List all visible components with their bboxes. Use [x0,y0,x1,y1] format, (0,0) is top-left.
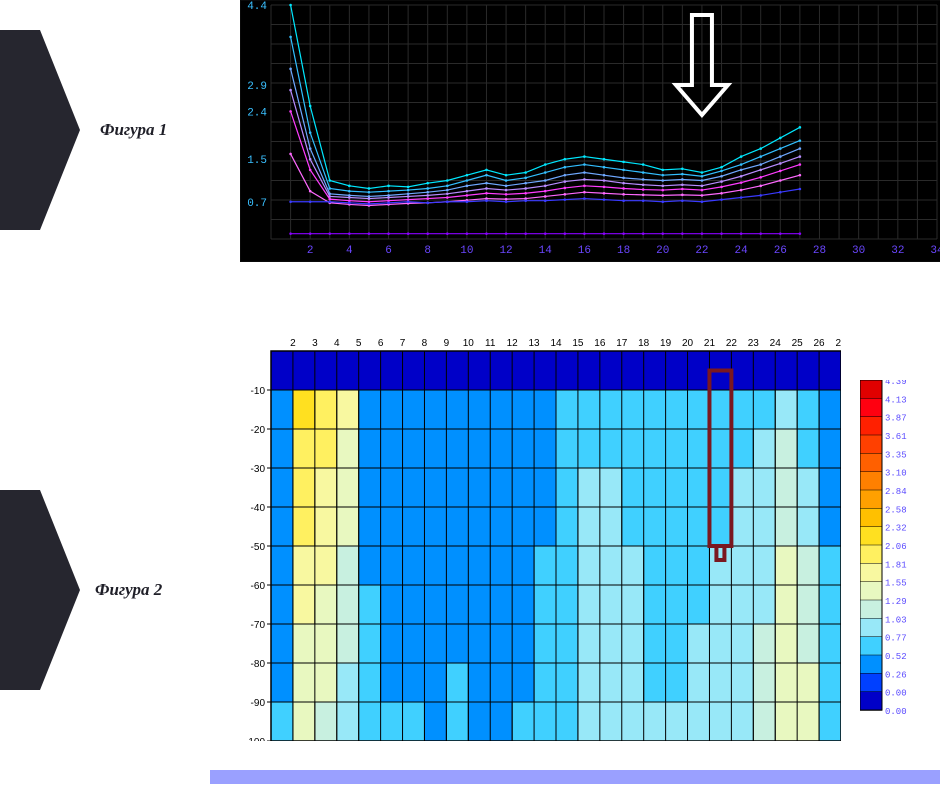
svg-text:13: 13 [529,338,541,349]
svg-text:-70: -70 [251,620,266,631]
footer-noise-strip [210,770,940,784]
svg-text:7: 7 [400,338,406,349]
svg-text:1.81: 1.81 [885,560,907,570]
svg-text:4: 4 [346,245,353,257]
svg-text:-20: -20 [251,425,266,436]
svg-text:18: 18 [638,338,650,349]
svg-text:0.26: 0.26 [885,670,907,680]
svg-text:10: 10 [460,245,473,257]
svg-text:1.29: 1.29 [885,597,907,607]
svg-text:10: 10 [463,338,475,349]
svg-text:3.87: 3.87 [885,414,907,424]
svg-text:14: 14 [539,245,553,257]
svg-text:12: 12 [507,338,519,349]
svg-text:-40: -40 [251,503,266,514]
svg-text:15: 15 [572,338,584,349]
svg-text:2.4: 2.4 [247,107,267,119]
svg-text:-80: -80 [251,659,266,670]
svg-text:2.9: 2.9 [247,81,267,93]
svg-text:1.5: 1.5 [247,155,267,167]
svg-text:34: 34 [930,245,940,257]
svg-text:27: 27 [835,338,842,349]
svg-text:6: 6 [385,245,392,257]
svg-text:4: 4 [334,338,340,349]
svg-text:3.10: 3.10 [885,469,907,479]
svg-text:1.55: 1.55 [885,579,907,589]
svg-text:2: 2 [290,338,296,349]
svg-text:-100: -100 [245,737,265,742]
svg-text:30: 30 [852,245,865,257]
svg-text:20: 20 [682,338,694,349]
svg-text:5: 5 [356,338,362,349]
figure2-label: Фигура 2 [95,580,162,600]
svg-text:-10: -10 [251,386,266,397]
svg-text:0.00: 0.00 [885,689,907,699]
svg-text:22: 22 [726,338,738,349]
figure2-heatmap: 2345678910111213141516171819202122232425… [232,332,842,742]
svg-text:2.06: 2.06 [885,542,907,552]
svg-text:0.00: 0.00 [885,707,907,717]
svg-text:-30: -30 [251,464,266,475]
figure1-line-chart: 2468101214161820222426283032340.71.52.42… [240,0,940,262]
svg-text:2.84: 2.84 [885,487,907,497]
svg-text:16: 16 [578,245,591,257]
svg-text:9: 9 [444,338,450,349]
svg-text:18: 18 [617,245,630,257]
svg-text:24: 24 [735,245,749,257]
svg-text:24: 24 [770,338,782,349]
svg-text:8: 8 [424,245,431,257]
svg-text:28: 28 [813,245,826,257]
svg-text:14: 14 [550,338,562,349]
svg-text:22: 22 [695,245,708,257]
svg-text:6: 6 [378,338,384,349]
svg-text:25: 25 [792,338,804,349]
figure1-label: Фигура 1 [100,120,167,140]
svg-text:21: 21 [704,338,716,349]
svg-text:-60: -60 [251,581,266,592]
svg-text:26: 26 [814,338,826,349]
svg-text:3: 3 [312,338,318,349]
svg-text:3.35: 3.35 [885,450,907,460]
svg-text:4.39: 4.39 [885,380,907,387]
svg-text:16: 16 [594,338,606,349]
svg-text:12: 12 [499,245,512,257]
svg-text:23: 23 [748,338,760,349]
svg-text:17: 17 [616,338,628,349]
svg-text:4.13: 4.13 [885,395,907,405]
svg-text:4.4: 4.4 [247,1,267,13]
svg-text:0.77: 0.77 [885,634,907,644]
svg-text:2.32: 2.32 [885,524,907,534]
svg-text:8: 8 [422,338,428,349]
svg-text:11: 11 [485,338,496,349]
svg-text:3.61: 3.61 [885,432,907,442]
colorbar: 4.39 4.13 3.87 3.61 3.35 3.10 2.84 2.58 2.32 2.06… [860,380,916,720]
svg-text:32: 32 [891,245,904,257]
svg-text:2.58: 2.58 [885,505,907,515]
svg-text:20: 20 [656,245,669,257]
svg-text:-50: -50 [251,542,266,553]
svg-text:1.03: 1.03 [885,615,907,625]
svg-text:-90: -90 [251,698,266,709]
svg-text:0.52: 0.52 [885,652,907,662]
svg-text:19: 19 [660,338,672,349]
svg-text:2: 2 [307,245,314,257]
svg-text:0.7: 0.7 [247,198,267,210]
svg-text:26: 26 [774,245,787,257]
